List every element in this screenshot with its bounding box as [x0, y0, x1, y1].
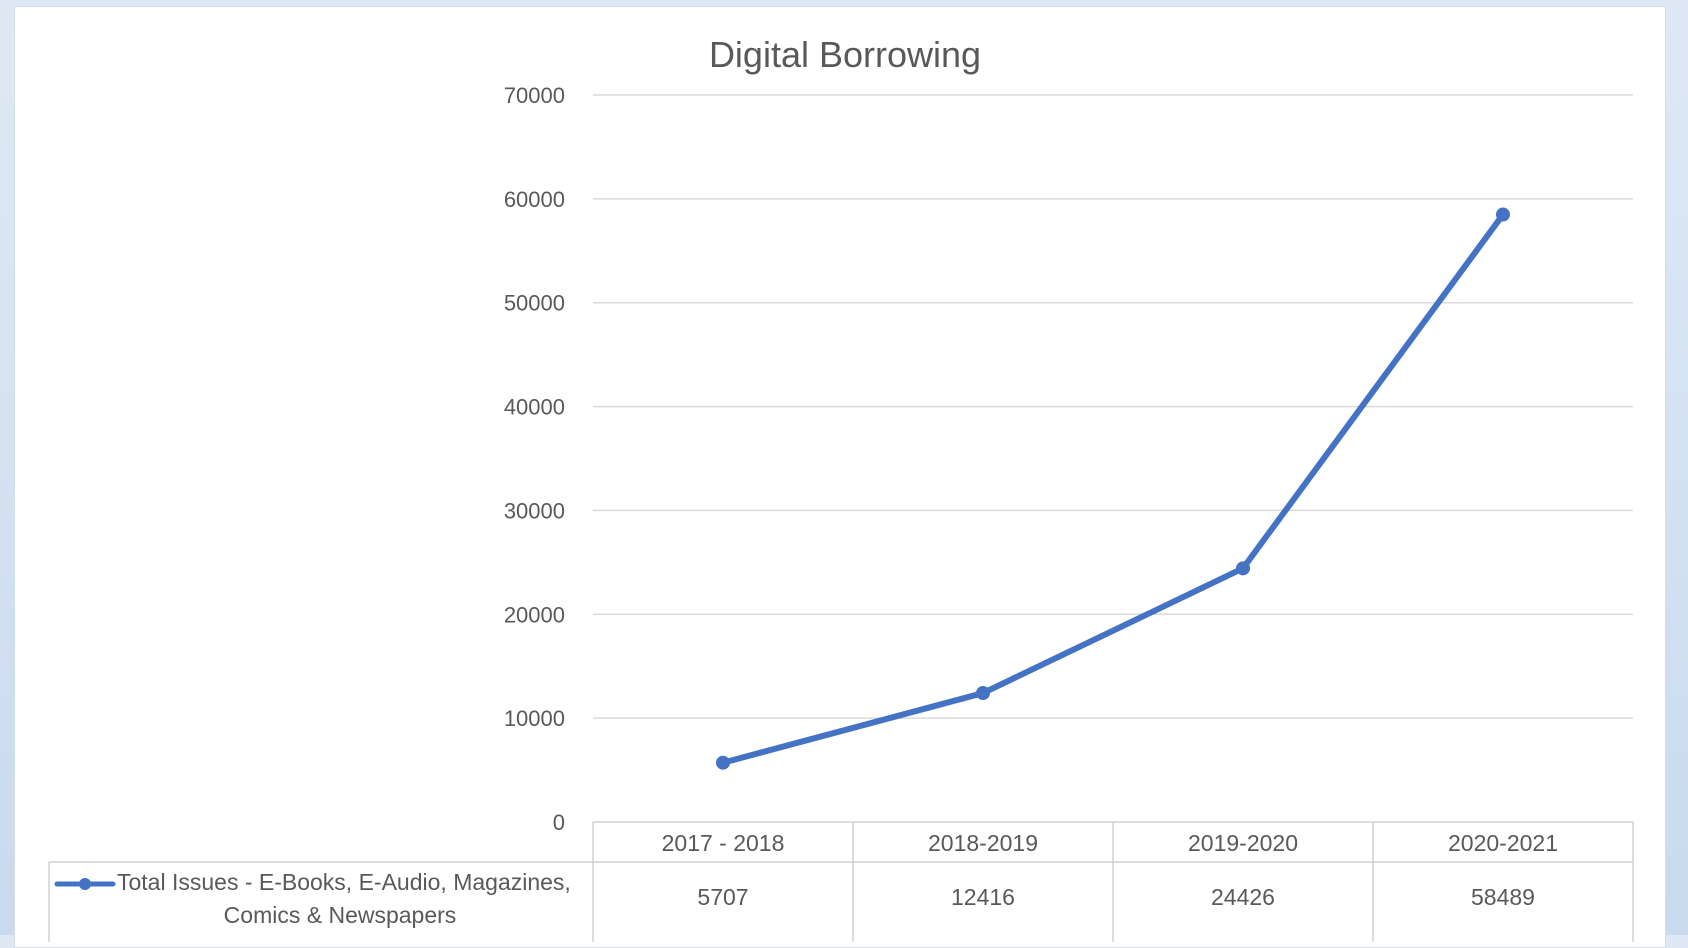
- data-point: [1236, 561, 1250, 576]
- y-tick-label: 30000: [504, 498, 565, 523]
- y-tick-label: 10000: [504, 706, 565, 731]
- y-tick-label: 50000: [504, 291, 565, 316]
- legend-key-marker: [79, 878, 91, 890]
- digital-borrowing-chart: Digital Borrowing 0 10000 20000 30000 40000 5…: [48, 34, 1634, 942]
- chart-frame: Digital Borrowing 0 10000 20000 30000 40000 5…: [14, 6, 1666, 948]
- y-tick-label: 20000: [504, 602, 565, 627]
- x-category-label: 2017 - 2018: [662, 830, 785, 856]
- y-tick-label: 40000: [504, 395, 565, 420]
- y-tick-label: 0: [553, 810, 565, 835]
- series-name: Total Issues - E-Books, E-Audio, Magazin…: [117, 869, 571, 895]
- x-category-label: 2018-2019: [928, 830, 1038, 856]
- series-layer: [716, 207, 1510, 770]
- data-point: [976, 686, 990, 701]
- table-value: 5707: [697, 884, 748, 910]
- chart-title: Digital Borrowing: [709, 34, 981, 75]
- series-line: [720, 211, 1506, 766]
- y-tick-label: 70000: [504, 83, 565, 108]
- table-value: 58489: [1471, 884, 1535, 910]
- gridlines: [593, 94, 1633, 719]
- data-point: [716, 755, 730, 770]
- series-name: Comics & Newspapers: [224, 902, 457, 928]
- table-value: 24426: [1211, 884, 1275, 910]
- x-category-label: 2019-2020: [1188, 830, 1298, 856]
- x-category-label: 2020-2021: [1448, 830, 1558, 856]
- table-value: 12416: [951, 884, 1015, 910]
- data-point: [1496, 207, 1510, 222]
- data-table: 2017 - 2018 2018-2019 2019-2020 2020-2021 57…: [48, 821, 1634, 942]
- y-tick-label: 60000: [504, 187, 565, 212]
- y-axis-tick-labels: 0 10000 20000 30000 40000 50000 60000 70000: [504, 83, 565, 835]
